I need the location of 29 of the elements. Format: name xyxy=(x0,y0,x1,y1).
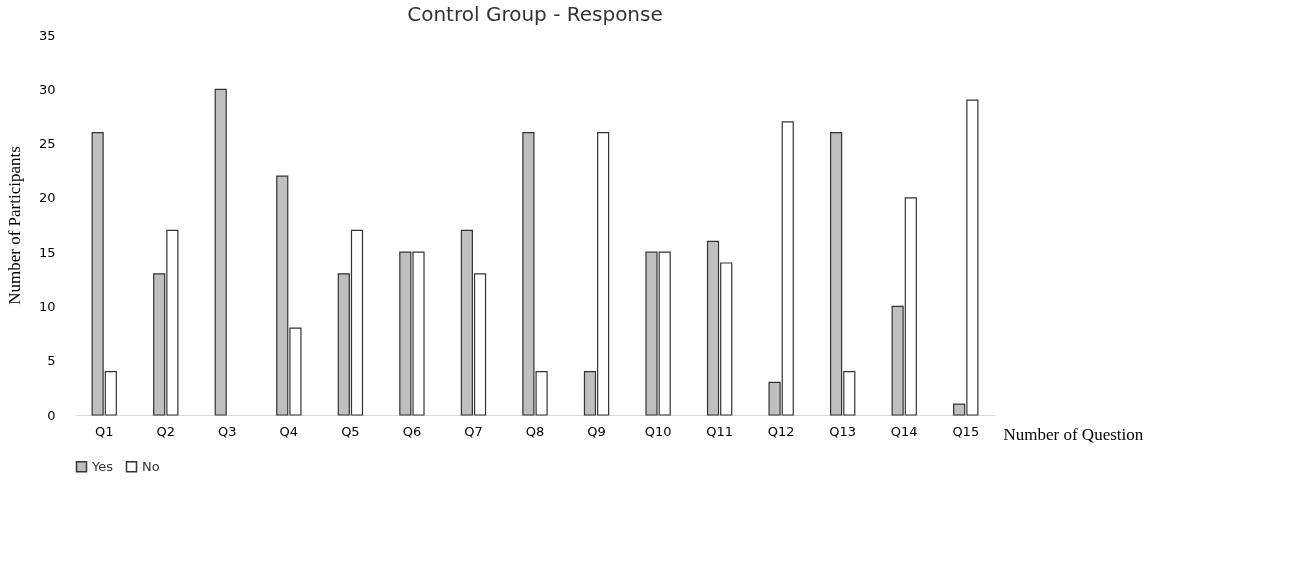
legend-label: No xyxy=(142,458,160,474)
y-tick-label: 30 xyxy=(38,81,56,97)
x-tick-label: Q8 xyxy=(525,423,545,439)
y-tick-label: 20 xyxy=(38,190,56,206)
x-tick-label: Q10 xyxy=(644,423,672,439)
x-tick-label: Q7 xyxy=(464,423,483,439)
x-tick-label: Q3 xyxy=(218,423,237,439)
y-tick-label: 35 xyxy=(38,27,56,43)
x-tick-label: Q1 xyxy=(94,423,114,439)
y-tick-label: 25 xyxy=(38,136,56,152)
y-tick-label: 0 xyxy=(47,407,56,423)
y-tick-label: 15 xyxy=(38,244,56,260)
chart-title: Control Group - Response xyxy=(407,2,663,26)
y-tick-label: 10 xyxy=(38,298,56,314)
x-tick-label: Q2 xyxy=(156,423,176,439)
x-tick-label: Q5 xyxy=(341,423,360,439)
x-tick-label: Q6 xyxy=(402,423,422,439)
x-tick-label: Q14 xyxy=(890,423,918,439)
bar xyxy=(214,88,227,416)
x-tick-label: Q12 xyxy=(767,423,795,439)
y-tick-label: 5 xyxy=(47,353,56,369)
y-axis-title: Number of Participants xyxy=(4,146,24,305)
x-tick-label: Q9 xyxy=(587,423,606,439)
legend-label: Yes xyxy=(91,458,114,474)
x-tick-label: Q4 xyxy=(279,423,299,439)
x-tick-label: Q13 xyxy=(829,423,857,439)
x-tick-label: Q11 xyxy=(706,423,734,439)
x-axis-title: Number of Question xyxy=(1003,424,1144,444)
x-tick-label: Q15 xyxy=(952,423,980,439)
